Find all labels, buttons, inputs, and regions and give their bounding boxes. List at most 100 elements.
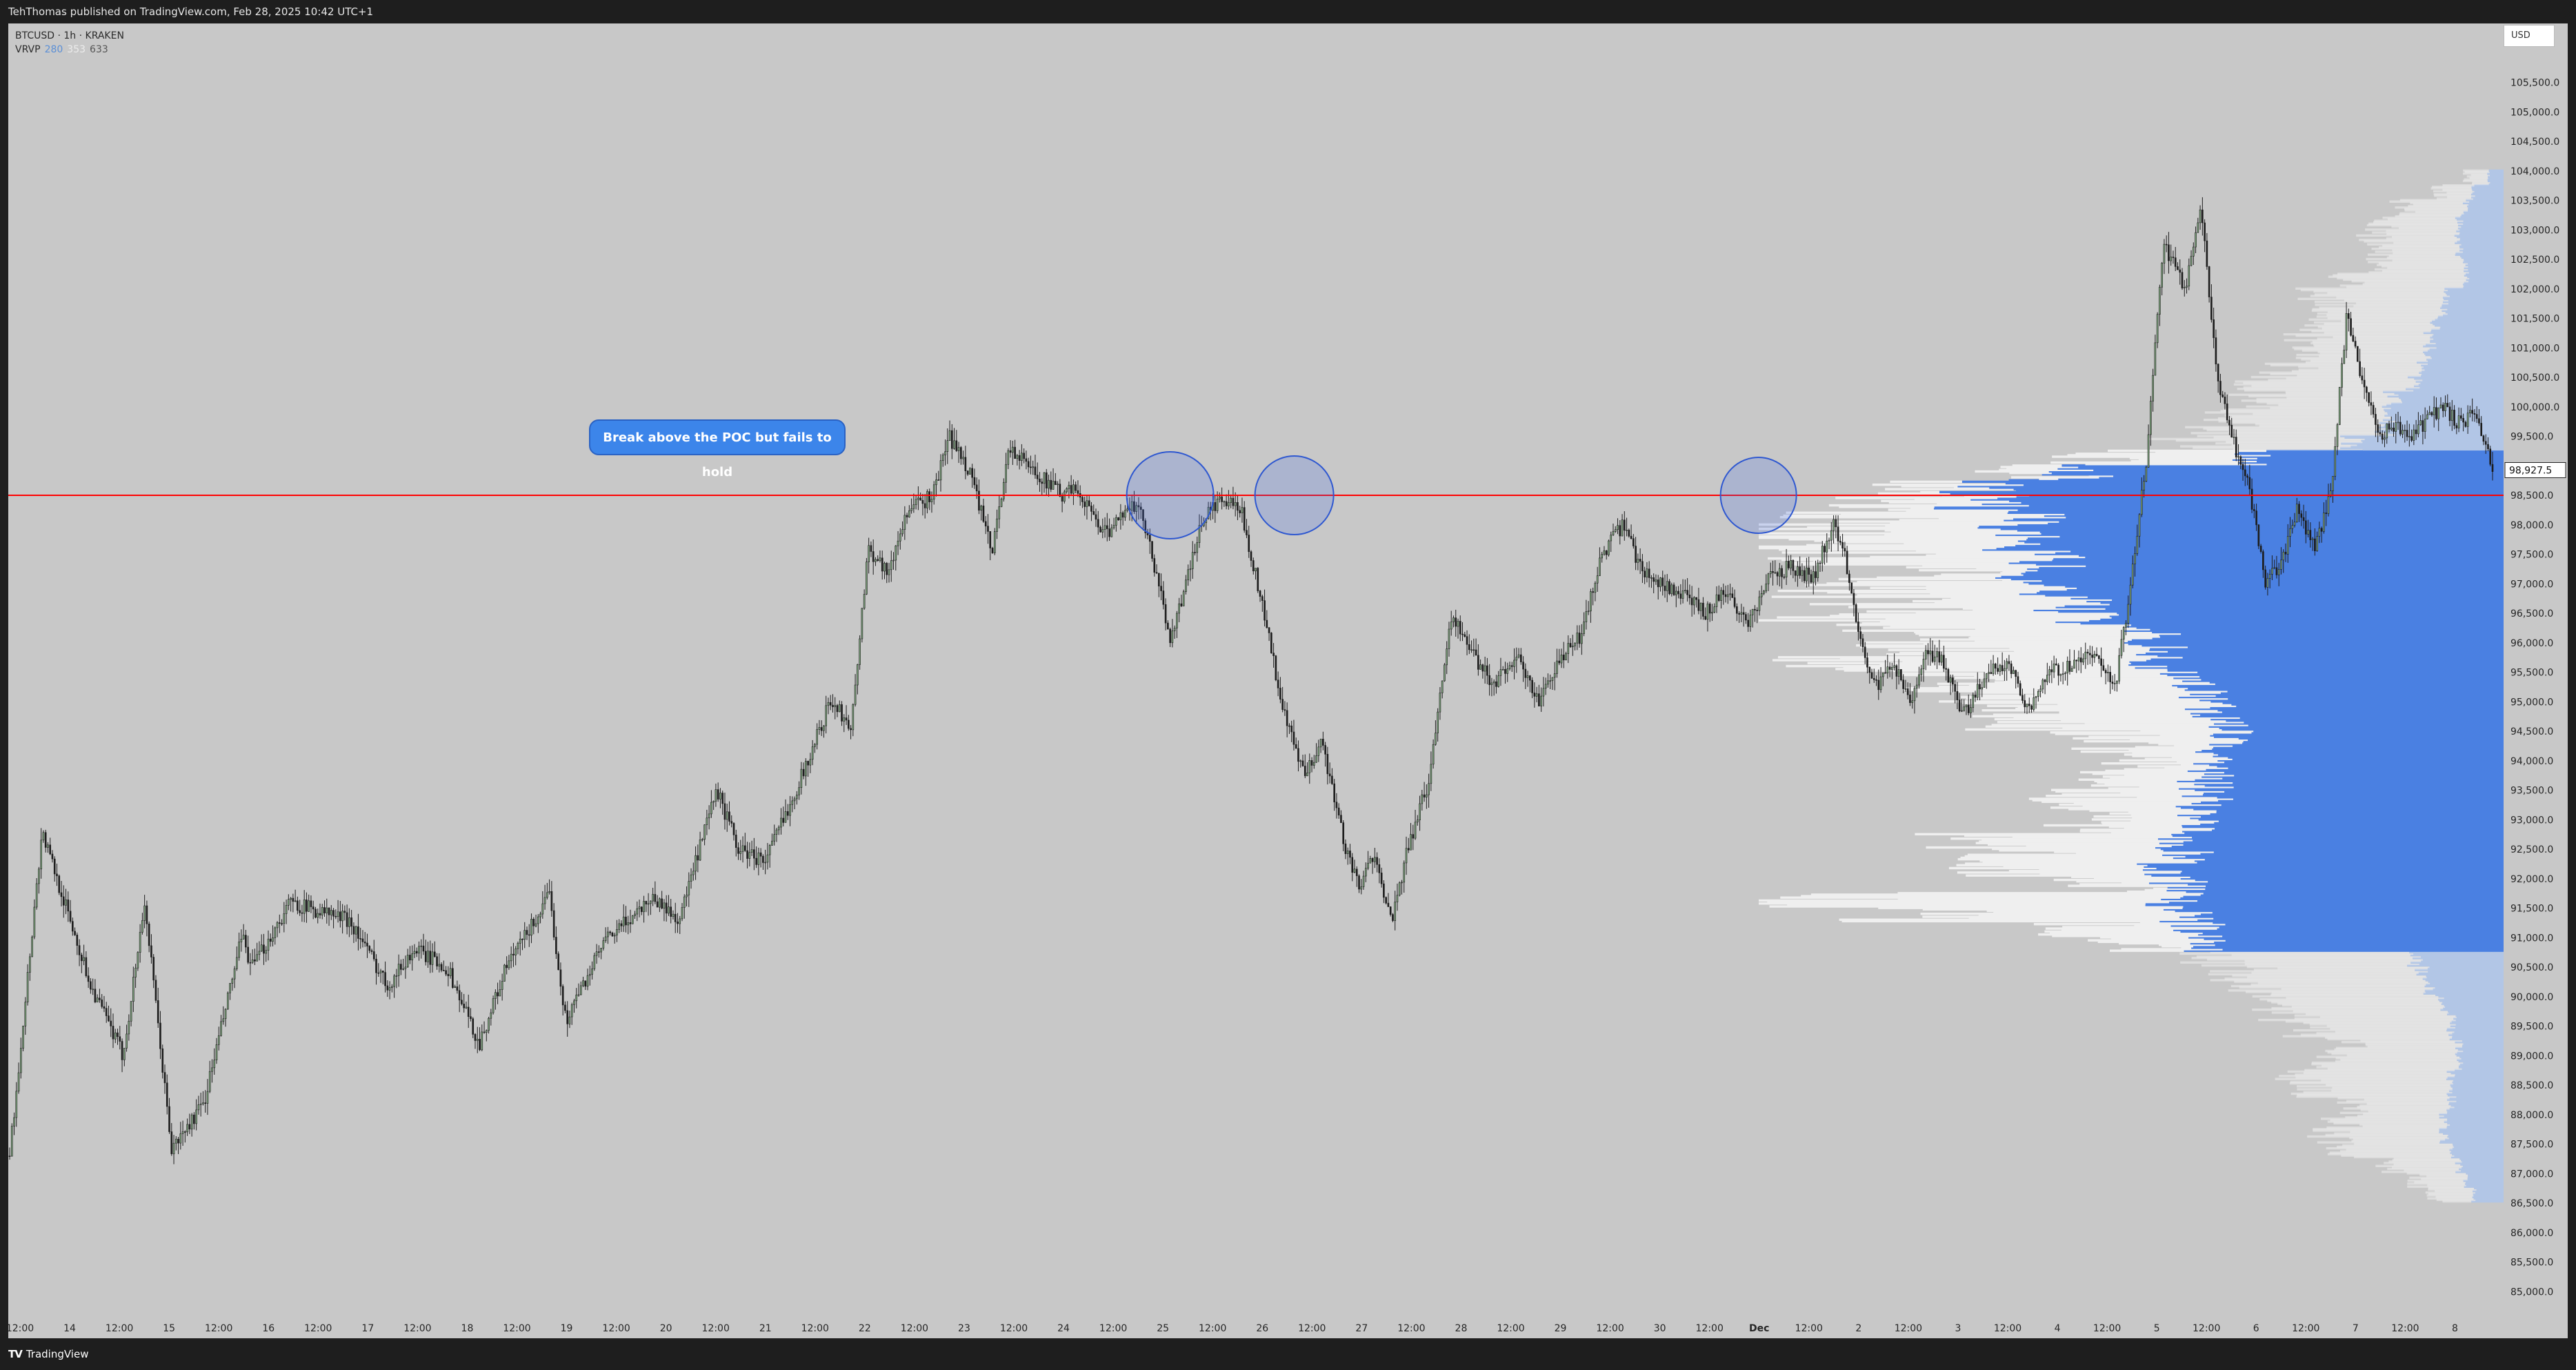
candle-down [1133,501,1135,512]
volume-profile-bar-down [2435,318,2504,321]
volume-profile-bar-up [2159,943,2215,946]
time-tick-label: 29 [1555,1323,1567,1334]
candle-up [2323,513,2325,532]
volume-profile-bar-up [1974,639,2128,642]
candle-up [1981,687,1984,690]
volume-profile-bar-up [2434,195,2475,197]
candle-up [2437,407,2440,419]
volume-profile-bar-down [2450,1083,2504,1086]
candle-down [312,906,314,910]
candle-down [2204,222,2206,241]
candle-up [1312,762,1315,766]
volume-profile-bar-up [2228,430,2375,433]
volume-profile-bar-up [1822,541,2025,544]
candle-up [917,497,919,500]
candle-down [1657,579,1659,588]
candle-down [1117,517,1119,521]
volume-profile-bar-down [2379,428,2504,432]
candle-down [2253,509,2255,511]
volume-profile-bar-up [1860,646,2188,648]
candle-up [1319,739,1322,748]
candle-up [854,684,857,705]
candle-down [1653,577,1655,582]
volume-profile-bar-down [2188,686,2504,690]
volume-profile-bar-down [2455,1162,2504,1164]
candle-up [1535,693,1538,697]
volume-profile-bar-down [2232,458,2504,461]
volume-profile-bar-down [2086,599,2504,603]
volume-profile-bar-down [1979,524,2504,528]
volume-profile-bar-up [1960,695,2179,699]
candle-down [1340,815,1342,823]
volume-profile-bar-up [2097,781,2233,784]
volume-profile-bar-up [2090,784,2205,787]
volume-profile-bar-up [2300,288,2448,292]
volume-profile-bar-down [2160,847,2504,851]
candle-down [2484,441,2487,445]
candle-up [1797,566,1799,576]
volume-profile-bar-down [2442,1001,2504,1004]
volume-profile-bar-down [2233,786,2504,788]
candle-up [622,916,625,926]
candle-down [506,964,508,969]
volume-profile-bar-up [1992,847,2161,851]
volume-profile-bar-up [1987,704,2237,708]
volume-profile-bar-down [2184,707,2504,711]
brand[interactable]: TV TradingView [8,1348,88,1360]
annotation-callout[interactable]: Break above the POC but fails to hold [589,419,846,479]
volume-profile-bar-down [2172,834,2504,837]
candle-down [1997,668,1999,672]
time-tick-label: 20 [660,1323,672,1334]
volume-profile-bar-down [2041,579,2504,582]
candle-down [2377,424,2379,433]
candle-down [625,916,627,926]
volume-profile-bar-down [2226,719,2504,722]
volume-profile-bar-up [2392,235,2457,239]
volume-profile-bar-down [2457,227,2504,230]
volume-profile-bar-down [2439,1128,2504,1131]
candle-down [2215,337,2217,365]
volume-profile-bar-down [2167,668,2504,671]
volume-profile-bar-down [2452,1035,2504,1038]
volume-profile-bar-up [2330,1119,2448,1122]
chart-svg[interactable]: 105,500.0105,000.0104,500.0104,000.0103,… [8,23,2568,1338]
volume-profile-bar-down [2008,479,2504,482]
candle-up [775,829,778,835]
candle-down [2088,653,2091,655]
candle-up [1414,822,1417,839]
volume-profile-bar-down [2426,983,2504,986]
volume-profile-bar-down [2195,778,2504,781]
volume-profile-bar-up [2331,1053,2455,1055]
volume-profile-bar-up [2362,1124,2447,1128]
volume-profile-bar-down [2428,980,2504,983]
chart-area[interactable]: 105,500.0 105,000.0 104,500.0 104,000.0 103,… [8,23,2568,1338]
volume-profile-bar-up [2399,199,2466,201]
time-axis[interactable]: 12:00 14 12:00 15 12:00 16 12:00 17 12:00 18 12:00… [8,1309,2568,1338]
volume-profile-bar-up [1966,874,2152,877]
price-axis[interactable]: 105,500.0105,000.0104,500.0104,000.0103,… [2504,23,2568,1338]
candle-down [872,551,875,562]
candle-up [795,795,798,800]
volume-profile-bar-down [2023,581,2504,584]
volume-profile-bar-up [2012,464,2062,467]
currency-button[interactable]: USD [2504,25,2555,47]
volume-profile-bar-down [2461,1057,2504,1060]
volume-profile-bar-up [2104,782,2195,786]
candle-down [743,845,746,851]
volume-profile-bar-down [2426,343,2504,346]
candle-up [215,1044,218,1060]
candle-down [721,793,724,804]
volume-profile-bar-down [2222,935,2504,937]
candle-up [1012,446,1014,453]
volume-profile-bar-down [2210,734,2504,737]
volume-profile-bar-up [1786,511,2008,514]
highlight-circles [1126,451,1797,540]
candle-up [206,1091,209,1104]
volume-profile-bar-up [1826,582,2029,585]
candle-up [1547,680,1549,685]
candle-down [1088,500,1090,506]
candle-down [1873,678,1875,680]
volume-profile-bar-down [2447,312,2504,315]
volume-profile-bar-up [2399,213,2462,217]
volume-profile-bar-up [2073,737,2239,740]
